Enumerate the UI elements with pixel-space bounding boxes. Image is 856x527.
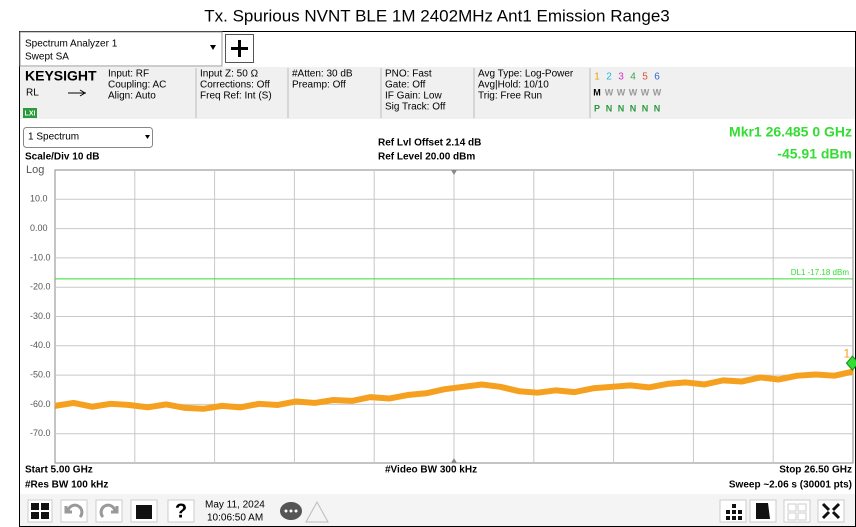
touch-button[interactable] xyxy=(749,499,777,523)
setting: Preamp: Off xyxy=(292,80,346,91)
spectrum-select[interactable] xyxy=(23,127,153,148)
ref-level: Ref Level 20.00 dBm xyxy=(378,152,475,163)
rl-label: RL xyxy=(26,88,39,99)
setting: Input: RF xyxy=(108,69,149,80)
trace-number: 2 xyxy=(606,72,612,83)
file-button[interactable] xyxy=(130,499,158,523)
setting: Sig Track: Off xyxy=(385,102,446,113)
setting: Corrections: Off xyxy=(200,80,270,91)
add-button[interactable] xyxy=(225,34,254,63)
trace-detector: P xyxy=(594,103,600,113)
spectrum-select-label: 1 Spectrum xyxy=(28,132,79,143)
layout-button[interactable] xyxy=(719,499,747,523)
trace-number: 3 xyxy=(618,72,624,83)
display-line-label: DL1 -17.18 dBm xyxy=(791,268,850,277)
plus-icon xyxy=(231,40,248,57)
y-tick-label: -20.0 xyxy=(30,282,51,292)
trace-detector: N xyxy=(654,103,661,113)
setting: Align: Auto xyxy=(108,91,156,102)
setting: Avg|Hold: 10/10 xyxy=(478,80,549,91)
lxi-badge xyxy=(23,108,37,118)
trace-mode: W xyxy=(605,87,614,97)
setting: Coupling: AC xyxy=(108,80,166,91)
y-tick-label: -50.0 xyxy=(30,369,51,379)
rl-icon xyxy=(68,89,86,97)
warning-icon xyxy=(305,500,329,523)
y-tick-label: 0.00 xyxy=(30,223,48,233)
lxi-label: LXI xyxy=(25,110,36,117)
window-mode: Swept SA xyxy=(25,52,69,63)
setting: IF Gain: Low xyxy=(385,91,442,102)
time: 10:06:50 AM xyxy=(207,513,263,524)
trace-detector: N xyxy=(630,103,637,113)
trace-number: 5 xyxy=(642,72,648,83)
trace-number: 6 xyxy=(654,72,660,83)
scale-label: Scale/Div 10 dB xyxy=(25,152,99,163)
setting: Input Z: 50 Ω xyxy=(200,69,259,80)
log-label: Log xyxy=(26,164,44,176)
center-marker xyxy=(451,170,457,175)
rbw: #Res BW 100 kHz xyxy=(25,480,108,491)
setting: #Atten: 30 dB xyxy=(292,69,353,80)
page-title: Tx. Spurious NVNT BLE 1M 2402MHz Ant1 Em… xyxy=(204,6,670,25)
start-freq: Start 5.00 GHz xyxy=(25,465,93,476)
trace-mode: W xyxy=(617,87,626,97)
settings-bar xyxy=(20,67,855,119)
y-tick-label: -30.0 xyxy=(30,311,51,321)
setting: Avg Type: Log-Power xyxy=(478,69,574,80)
undo-button[interactable] xyxy=(60,499,88,523)
trace-mode: M xyxy=(593,87,601,97)
y-tick-label: -70.0 xyxy=(30,428,51,438)
trace-mode: W xyxy=(629,87,638,97)
taskbar xyxy=(20,494,855,526)
message-icon[interactable] xyxy=(280,502,302,520)
date: May 11, 2024 xyxy=(205,500,265,511)
trace-number: 1 xyxy=(594,72,600,83)
dropdown-arrow xyxy=(145,135,150,139)
setting: Freq Ref: Int (S) xyxy=(200,91,272,102)
svg-text:?: ? xyxy=(175,500,187,522)
y-tick-label: 10.0 xyxy=(30,194,48,204)
marker-level: -45.91 dBm xyxy=(777,146,852,162)
fullscreen-button[interactable] xyxy=(817,499,845,523)
y-tick-label: -10.0 xyxy=(30,252,51,262)
window-name: Spectrum Analyzer 1 xyxy=(25,39,118,50)
sweep: Sweep ~2.06 s (30001 pts) xyxy=(729,480,852,491)
marker-label: 1 xyxy=(843,346,850,360)
dropdown-arrow xyxy=(210,45,216,50)
setting: Trig: Free Run xyxy=(478,91,542,102)
trace-detector: N xyxy=(606,103,613,113)
help-button[interactable]: ? xyxy=(167,499,195,523)
marker-frequency: Mkr1 26.485 0 GHz xyxy=(729,124,852,140)
trace-mode: W xyxy=(641,87,650,97)
vbw: #Video BW 300 kHz xyxy=(385,465,477,476)
setting: Gate: Off xyxy=(385,80,426,91)
trace-mode: W xyxy=(653,87,662,97)
y-tick-label: -60.0 xyxy=(30,399,51,409)
ref-offset: Ref Lvl Offset 2.14 dB xyxy=(378,138,481,149)
trace xyxy=(54,368,854,412)
brand: KEYSIGHT xyxy=(25,68,97,84)
plot: 10.0 0.00 -10.0 -20.0 -30.0 -40.0 -50.0 -60.0 -7… xyxy=(30,169,856,464)
y-tick-label: -40.0 xyxy=(30,340,51,350)
setting: PNO: Fast xyxy=(385,69,432,80)
grid-button[interactable] xyxy=(783,499,811,523)
redo-button[interactable] xyxy=(95,499,123,523)
marker xyxy=(845,355,856,371)
trace-number: 4 xyxy=(630,72,636,83)
stop-freq: Stop 26.50 GHz xyxy=(779,465,852,476)
trace-detector: N xyxy=(618,103,625,113)
window-selector[interactable] xyxy=(19,31,223,67)
windows-button[interactable] xyxy=(27,499,53,523)
trace-detector: N xyxy=(642,103,649,113)
center-marker xyxy=(451,458,457,463)
